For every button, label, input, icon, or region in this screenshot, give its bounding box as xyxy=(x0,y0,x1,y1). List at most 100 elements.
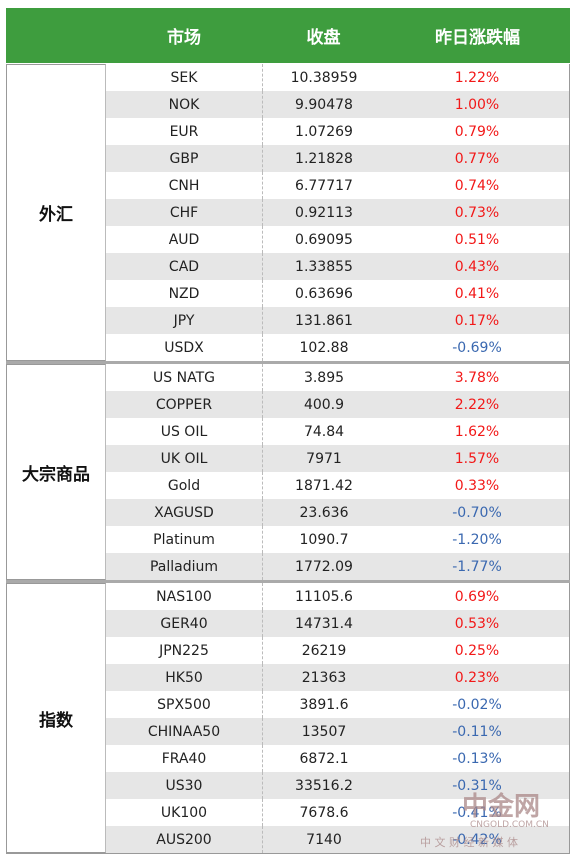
change-pct: -0.70% xyxy=(385,499,570,526)
close-price: 74.84 xyxy=(262,418,385,445)
market-name: US NATG xyxy=(106,364,262,391)
change-pct: 0.41% xyxy=(385,280,570,307)
close-price: 7140 xyxy=(262,826,385,853)
change-pct: 0.43% xyxy=(385,253,570,280)
market-name: GBP xyxy=(106,145,262,172)
watermark-domain: CNGOLD.COM.CN xyxy=(470,820,549,830)
change-pct: -0.02% xyxy=(385,691,570,718)
market-name: CHINAA50 xyxy=(106,718,262,745)
close-price: 0.63696 xyxy=(262,280,385,307)
change-pct: 2.22% xyxy=(385,391,570,418)
header-cell: 市场 xyxy=(106,8,262,63)
table-bottom-border xyxy=(6,853,570,854)
close-price: 1871.42 xyxy=(262,472,385,499)
close-price: 0.69095 xyxy=(262,226,385,253)
change-pct: 0.69% xyxy=(385,583,570,610)
change-pct: -0.69% xyxy=(385,334,570,361)
market-name: UK100 xyxy=(106,799,262,826)
header-cell: 收盘 xyxy=(262,8,385,63)
change-pct: 1.62% xyxy=(385,418,570,445)
close-price: 9.90478 xyxy=(262,91,385,118)
close-price: 11105.6 xyxy=(262,583,385,610)
quote-table: 市场 收盘 昨日涨跌幅 SEK 10.38959 1.22% NOK 9.90478 1.00%… xyxy=(6,8,570,854)
market-name: JPN225 xyxy=(106,637,262,664)
change-pct: 0.33% xyxy=(385,472,570,499)
close-price: 131.861 xyxy=(262,307,385,334)
market-name: CNH xyxy=(106,172,262,199)
market-name: US30 xyxy=(106,772,262,799)
market-name: AUD xyxy=(106,226,262,253)
close-price: 3891.6 xyxy=(262,691,385,718)
market-name: GER40 xyxy=(106,610,262,637)
change-pct: 3.78% xyxy=(385,364,570,391)
change-pct: 0.23% xyxy=(385,664,570,691)
change-pct: -0.42% xyxy=(385,826,570,853)
close-price: 10.38959 xyxy=(262,64,385,91)
market-name: SPX500 xyxy=(106,691,262,718)
market-name: HK50 xyxy=(106,664,262,691)
change-pct: 0.53% xyxy=(385,610,570,637)
close-price: 7971 xyxy=(262,445,385,472)
header-corner xyxy=(6,8,106,63)
market-name: COPPER xyxy=(106,391,262,418)
close-price: 14731.4 xyxy=(262,610,385,637)
group-label: 外汇 xyxy=(6,64,106,361)
change-pct: 0.79% xyxy=(385,118,570,145)
close-price: 102.88 xyxy=(262,334,385,361)
market-name: CHF xyxy=(106,199,262,226)
close-price: 26219 xyxy=(262,637,385,664)
market-name: AUS200 xyxy=(106,826,262,853)
close-price: 1.21828 xyxy=(262,145,385,172)
close-price: 1772.09 xyxy=(262,553,385,580)
group-separator xyxy=(6,580,570,583)
close-price: 1090.7 xyxy=(262,526,385,553)
change-pct: -0.13% xyxy=(385,745,570,772)
change-pct: 1.22% xyxy=(385,64,570,91)
change-pct: -0.41% xyxy=(385,799,570,826)
market-name: CAD xyxy=(106,253,262,280)
close-price: 3.895 xyxy=(262,364,385,391)
close-price: 1.33855 xyxy=(262,253,385,280)
watermark-logo: 中金网 xyxy=(462,792,541,822)
header-cell: 昨日涨跌幅 xyxy=(385,8,570,63)
change-pct: 0.25% xyxy=(385,637,570,664)
close-price: 1.07269 xyxy=(262,118,385,145)
market-name: FRA40 xyxy=(106,745,262,772)
market-name: Gold xyxy=(106,472,262,499)
group-label: 指数 xyxy=(6,583,106,853)
close-price: 0.92113 xyxy=(262,199,385,226)
close-price: 33516.2 xyxy=(262,772,385,799)
change-pct: -0.11% xyxy=(385,718,570,745)
market-name: USDX xyxy=(106,334,262,361)
group-separator xyxy=(6,361,570,364)
watermark-slogan: 中 文 财 经 新 媒 体 xyxy=(420,836,518,849)
change-pct: 0.74% xyxy=(385,172,570,199)
market-name: Palladium xyxy=(106,553,262,580)
market-name: NAS100 xyxy=(106,583,262,610)
change-pct: 0.51% xyxy=(385,226,570,253)
change-pct: -1.20% xyxy=(385,526,570,553)
change-pct: 1.57% xyxy=(385,445,570,472)
market-name: JPY xyxy=(106,307,262,334)
close-price: 21363 xyxy=(262,664,385,691)
market-name: Platinum xyxy=(106,526,262,553)
close-price: 13507 xyxy=(262,718,385,745)
market-name: NOK xyxy=(106,91,262,118)
change-pct: -1.77% xyxy=(385,553,570,580)
change-pct: -0.31% xyxy=(385,772,570,799)
change-pct: 0.17% xyxy=(385,307,570,334)
change-pct: 0.77% xyxy=(385,145,570,172)
market-name: EUR xyxy=(106,118,262,145)
close-price: 400.9 xyxy=(262,391,385,418)
change-pct: 0.73% xyxy=(385,199,570,226)
close-price: 6872.1 xyxy=(262,745,385,772)
change-pct: 1.00% xyxy=(385,91,570,118)
market-name: NZD xyxy=(106,280,262,307)
close-price: 6.77717 xyxy=(262,172,385,199)
market-name: US OIL xyxy=(106,418,262,445)
close-price: 23.636 xyxy=(262,499,385,526)
market-name: XAGUSD xyxy=(106,499,262,526)
group-label: 大宗商品 xyxy=(6,364,106,580)
close-price: 7678.6 xyxy=(262,799,385,826)
